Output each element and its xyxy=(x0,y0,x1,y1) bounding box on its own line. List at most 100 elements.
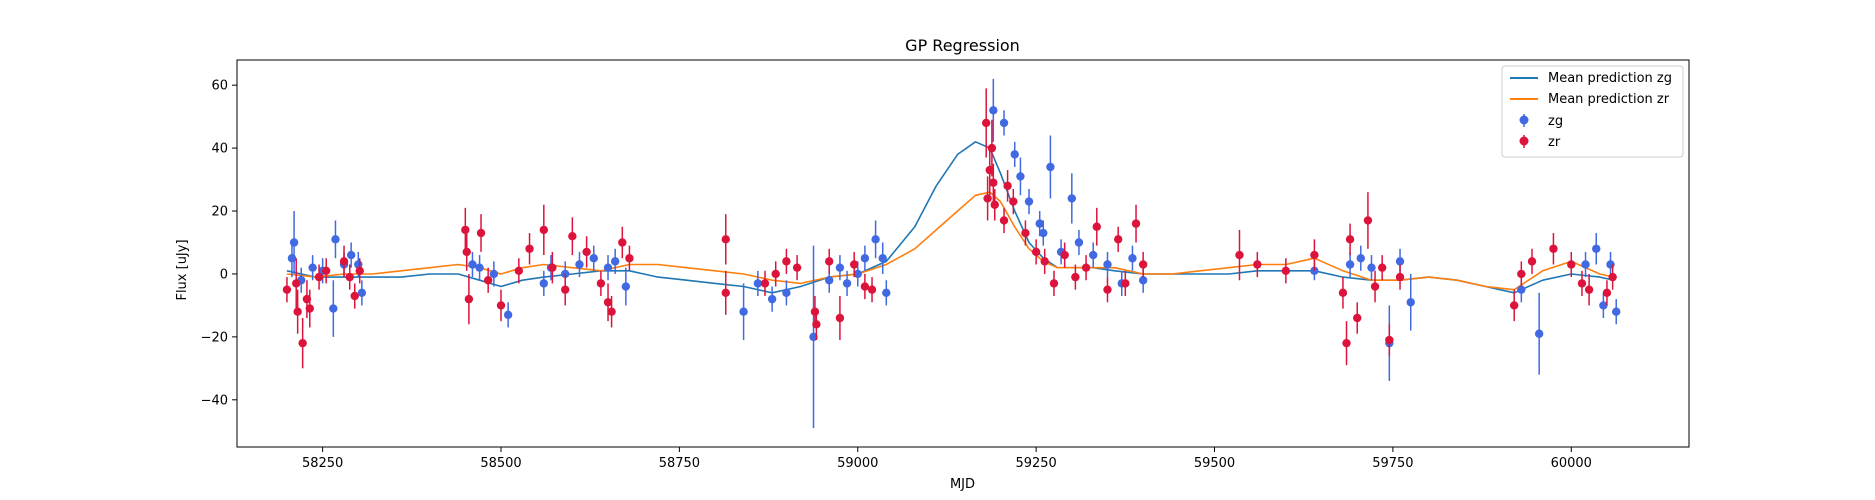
data-marker xyxy=(1509,301,1519,310)
data-marker xyxy=(1009,197,1018,206)
data-point-zg xyxy=(882,280,891,306)
data-point-zr xyxy=(1131,204,1141,243)
data-point-zr xyxy=(618,226,627,259)
data-point-zr xyxy=(561,273,570,306)
data-marker xyxy=(810,307,820,316)
data-marker xyxy=(1067,194,1077,203)
data-point-zg xyxy=(989,78,998,142)
data-marker xyxy=(721,235,730,244)
data-marker xyxy=(1577,279,1587,288)
data-point-zg xyxy=(809,245,818,429)
data-marker xyxy=(305,304,314,313)
data-marker xyxy=(1131,219,1141,228)
data-marker xyxy=(1046,162,1055,172)
data-marker xyxy=(853,269,862,279)
data-marker xyxy=(561,285,570,294)
data-point-zg xyxy=(1128,245,1137,271)
data-marker xyxy=(760,279,770,288)
legend-marker-zg xyxy=(1519,115,1529,125)
data-point-zg xyxy=(1039,220,1048,246)
data-marker xyxy=(610,257,620,266)
data-point-zr xyxy=(607,295,616,328)
plot-area xyxy=(282,78,1621,429)
data-point-zr xyxy=(1377,255,1387,281)
y-tick-label: 40 xyxy=(211,142,228,157)
data-marker xyxy=(464,294,474,304)
data-marker xyxy=(1377,263,1387,272)
data-point-zg xyxy=(308,255,317,281)
data-point-zr xyxy=(1060,242,1069,268)
legend-marker-zr xyxy=(1519,136,1529,146)
data-marker xyxy=(999,118,1009,128)
data-marker xyxy=(1235,250,1244,260)
data-marker xyxy=(329,304,338,313)
data-marker xyxy=(1103,285,1112,294)
data-point-zg xyxy=(1367,255,1376,281)
data-point-zg xyxy=(871,220,880,259)
data-point-zg xyxy=(1010,141,1019,167)
data-marker xyxy=(321,266,331,276)
data-point-zr xyxy=(339,245,349,278)
data-point-zr xyxy=(1509,289,1519,322)
legend-label-zr-line: Mean prediction zr xyxy=(1548,92,1670,107)
data-marker xyxy=(1342,338,1351,348)
data-point-zr xyxy=(582,236,591,268)
data-point-zg xyxy=(621,267,631,306)
data-marker xyxy=(1356,254,1365,263)
x-tick-label: 59750 xyxy=(1372,456,1413,471)
data-marker xyxy=(1121,279,1130,288)
data-marker xyxy=(983,194,992,203)
data-point-zg xyxy=(767,286,777,312)
data-marker xyxy=(835,313,845,323)
data-marker xyxy=(999,216,1009,225)
data-point-zr xyxy=(760,270,770,296)
data-point-zr xyxy=(292,258,301,309)
data-point-zr xyxy=(1121,270,1130,296)
data-point-zr xyxy=(1092,207,1101,246)
data-point-zr xyxy=(990,189,999,221)
data-point-zr xyxy=(1345,223,1355,256)
x-tick-label: 58750 xyxy=(659,456,700,471)
data-point-zg xyxy=(753,270,763,296)
data-point-zr xyxy=(867,277,877,303)
data-marker xyxy=(1567,260,1576,269)
data-marker xyxy=(1549,244,1558,253)
data-marker xyxy=(568,231,577,241)
data-point-zg xyxy=(1016,157,1025,196)
data-marker xyxy=(596,279,606,288)
data-marker xyxy=(1608,272,1617,282)
y-tick-label: 60 xyxy=(211,79,228,94)
data-marker xyxy=(603,298,613,307)
data-point-zr xyxy=(1310,239,1319,271)
y-tick-label: −20 xyxy=(201,330,228,345)
data-point-zr xyxy=(849,251,859,278)
data-point-zr xyxy=(1081,255,1091,281)
data-marker xyxy=(1527,257,1537,266)
data-point-zg xyxy=(475,255,484,281)
data-marker xyxy=(1385,335,1394,345)
data-marker xyxy=(308,263,317,272)
data-point-zr xyxy=(1342,321,1351,366)
mean-prediction-line-zr xyxy=(286,191,1615,291)
data-point-zr xyxy=(1049,270,1059,296)
data-marker xyxy=(1395,272,1405,282)
x-tick-label: 59000 xyxy=(837,456,878,471)
data-point-zg xyxy=(1581,251,1590,278)
data-point-zr xyxy=(1040,248,1049,274)
data-marker xyxy=(1612,307,1621,316)
data-point-zr xyxy=(1009,189,1018,215)
data-marker xyxy=(1035,219,1044,228)
data-marker xyxy=(867,285,877,294)
data-marker xyxy=(539,279,549,288)
data-point-zg xyxy=(835,255,845,281)
data-point-zr xyxy=(1527,248,1537,274)
data-point-zr xyxy=(782,248,791,274)
data-point-zr xyxy=(792,255,802,281)
data-marker xyxy=(1103,260,1112,269)
data-marker xyxy=(1092,222,1101,231)
data-marker xyxy=(489,269,499,279)
data-marker xyxy=(1138,276,1148,285)
data-marker xyxy=(835,263,845,272)
data-marker xyxy=(350,291,359,301)
data-marker xyxy=(1039,228,1048,238)
